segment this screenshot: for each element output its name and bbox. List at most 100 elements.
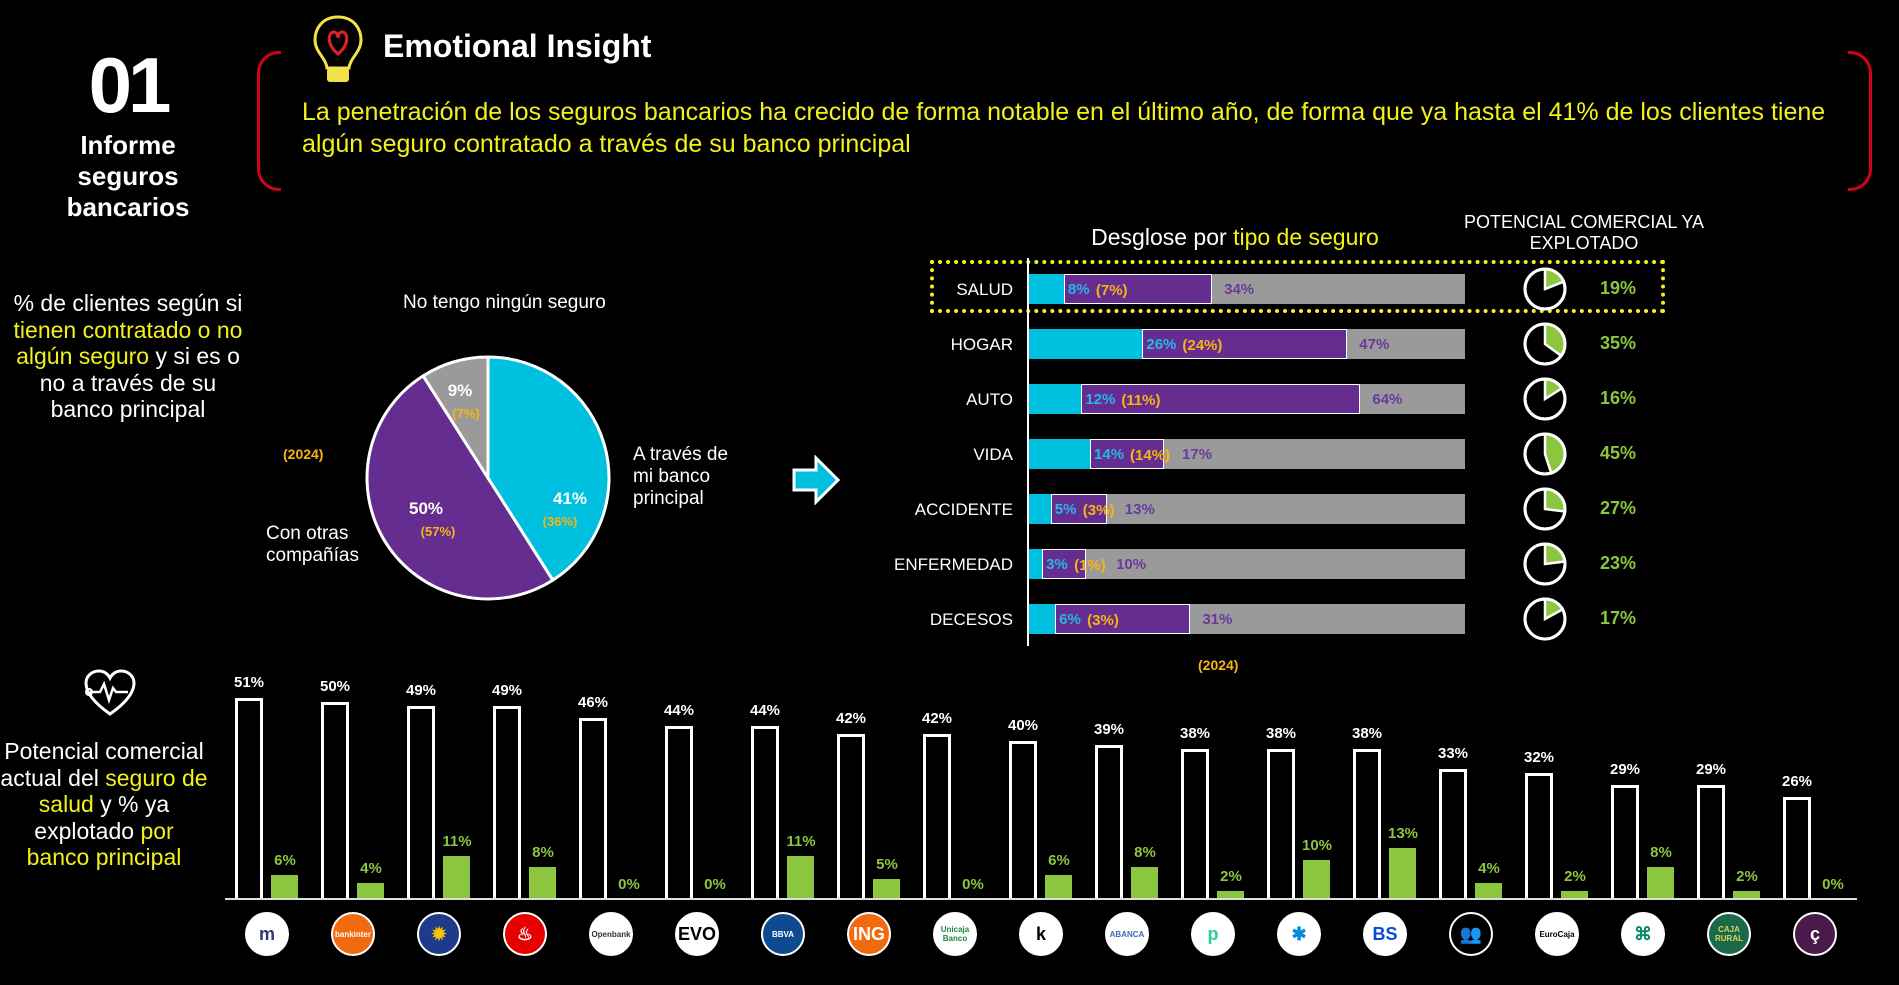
desc-highlight: por banco principal	[26, 817, 182, 871]
potential-value-label: 40%	[1007, 717, 1039, 735]
section-title: Emotional Insight	[383, 28, 652, 64]
bar-segment-other	[1055, 604, 1191, 634]
exploited-value-label: 8%	[532, 844, 554, 862]
exploited-bar	[873, 879, 900, 899]
other-value-label: 34%	[1224, 281, 1255, 298]
category-label: ENFERMEDAD	[893, 555, 1013, 574]
bar-segment-bank	[1029, 274, 1064, 304]
other-value-label: 31%	[1202, 611, 1233, 628]
pie-value-label: 9%	[448, 381, 473, 400]
prev-value-label: (3%)	[1087, 612, 1119, 629]
potential-value-label: 51%	[233, 674, 265, 692]
potential-value-label: 29%	[1695, 760, 1727, 778]
bank-logo: ⌘	[1621, 912, 1665, 956]
desc-highlight: seguro de salud	[38, 764, 208, 818]
potential-bar	[1353, 749, 1381, 899]
potential-bar	[1697, 784, 1725, 899]
bank-logo: 👥	[1449, 912, 1493, 956]
category-label: VIDA	[973, 445, 1013, 464]
bank-logo: p	[1191, 912, 1235, 956]
category-label: HOGAR	[950, 335, 1013, 354]
insight-text: La penetración de los seguros bancarios …	[302, 98, 1826, 158]
potential-bar	[321, 702, 349, 899]
exploited-value-label: 0%	[704, 876, 726, 893]
bar-segment-other	[1090, 439, 1165, 469]
bank-logo: ✹	[417, 912, 461, 956]
bracket-right	[1848, 51, 1872, 191]
exploited-value-label: 8%	[1650, 844, 1672, 862]
potential-bar	[1181, 749, 1209, 899]
bar-track	[1029, 549, 1465, 579]
exploited-value-label: 0%	[962, 876, 984, 893]
exploited-bar	[1389, 847, 1416, 899]
potential-bar	[1439, 768, 1467, 899]
pie-description: % de clientes según si tienen contratado…	[10, 290, 246, 423]
category-label: DECESOS	[929, 610, 1013, 629]
bank-logo: ING	[847, 912, 891, 956]
exploited-pie-outline	[1523, 322, 1567, 366]
potential-value-label: 29%	[1609, 760, 1641, 778]
desc-part: y si es o no a través de su banco princi…	[39, 343, 240, 422]
exploited-value-label: 13%	[1387, 824, 1419, 842]
pie-label-none: No tengo ningún seguro	[403, 292, 606, 313]
report-title: Informe seguros bancarios	[66, 130, 190, 222]
lightbulb-heart-icon	[312, 14, 364, 93]
bank-value-label: 5%	[1054, 501, 1077, 518]
breakdown-axis	[1027, 258, 1029, 646]
breakdown-title: Desglose por tipo de seguro	[1000, 224, 1470, 251]
bank-value-label: 14%	[1094, 446, 1125, 463]
bar-segment-other	[1042, 549, 1086, 579]
bar-segment-other	[1081, 384, 1361, 414]
exploited-bar	[271, 875, 298, 899]
bank-logo: Openbank	[589, 912, 633, 956]
exploited-value: 17%	[1599, 608, 1637, 628]
potential-value-label: 38%	[1351, 725, 1383, 743]
other-value-label: 10%	[1116, 556, 1147, 573]
category-label: ACCIDENTE	[914, 500, 1013, 519]
potential-value-label: 39%	[1093, 721, 1125, 739]
bar-segment-bank	[1029, 329, 1143, 359]
exploited-pie-outline	[1523, 542, 1567, 586]
exploited-value: 45%	[1599, 443, 1637, 463]
bracket-left	[257, 51, 281, 191]
section-number: 01	[88, 41, 172, 129]
exploited-pie-outline	[1523, 597, 1567, 641]
exploited-bar	[529, 867, 556, 899]
exploited-pie-slice	[1543, 432, 1567, 475]
bank-logo: BS	[1363, 912, 1407, 956]
exploited-value: 27%	[1599, 498, 1637, 518]
pie-prev-label: (57%)	[421, 524, 456, 539]
bank-logo: ♨	[503, 912, 547, 956]
exploited-value-label: 11%	[786, 832, 816, 850]
exploited-value-label: 2%	[1736, 868, 1758, 886]
desc-part: Potencial comercial actual del	[0, 738, 204, 791]
bank-logo: k	[1019, 912, 1063, 956]
exploited-bar	[1733, 891, 1760, 899]
bank-logo: EVO	[675, 912, 719, 956]
potential-description: Potencial comercial actual del seguro de…	[0, 738, 208, 871]
arrow-right-icon	[792, 455, 841, 505]
potential-value-label: 33%	[1437, 744, 1469, 762]
bank-logo: Unicaja Banco	[933, 912, 977, 956]
exploited-value-label: 0%	[1822, 876, 1844, 893]
potential-value-label: 38%	[1179, 725, 1211, 743]
exploited-value: 19%	[1599, 278, 1637, 298]
exploited-value-label: 5%	[876, 856, 898, 874]
exploited-value: 35%	[1599, 333, 1637, 353]
exploited-bar	[443, 855, 470, 899]
bank-value-label: 6%	[1059, 611, 1081, 628]
potential-value-label: 26%	[1781, 772, 1813, 790]
potential-value-label: 32%	[1523, 748, 1555, 766]
desc-part: y % ya explotado	[34, 791, 170, 844]
desc-highlight: tienen contratado o no algún seguro	[13, 316, 243, 370]
exploited-bar	[1303, 859, 1330, 899]
pie-year-label: (2024)	[283, 446, 324, 462]
potential-bar	[235, 698, 263, 899]
pie-slice	[365, 373, 555, 601]
exploited-value-label: 2%	[1220, 868, 1242, 886]
exploited-value-label: 0%	[618, 876, 640, 893]
highlight-box	[930, 260, 1665, 313]
breakdown-title-part: Desglose por	[1091, 224, 1234, 250]
exploited-value-label: 11%	[442, 832, 472, 850]
potential-value-label: 49%	[491, 681, 523, 699]
